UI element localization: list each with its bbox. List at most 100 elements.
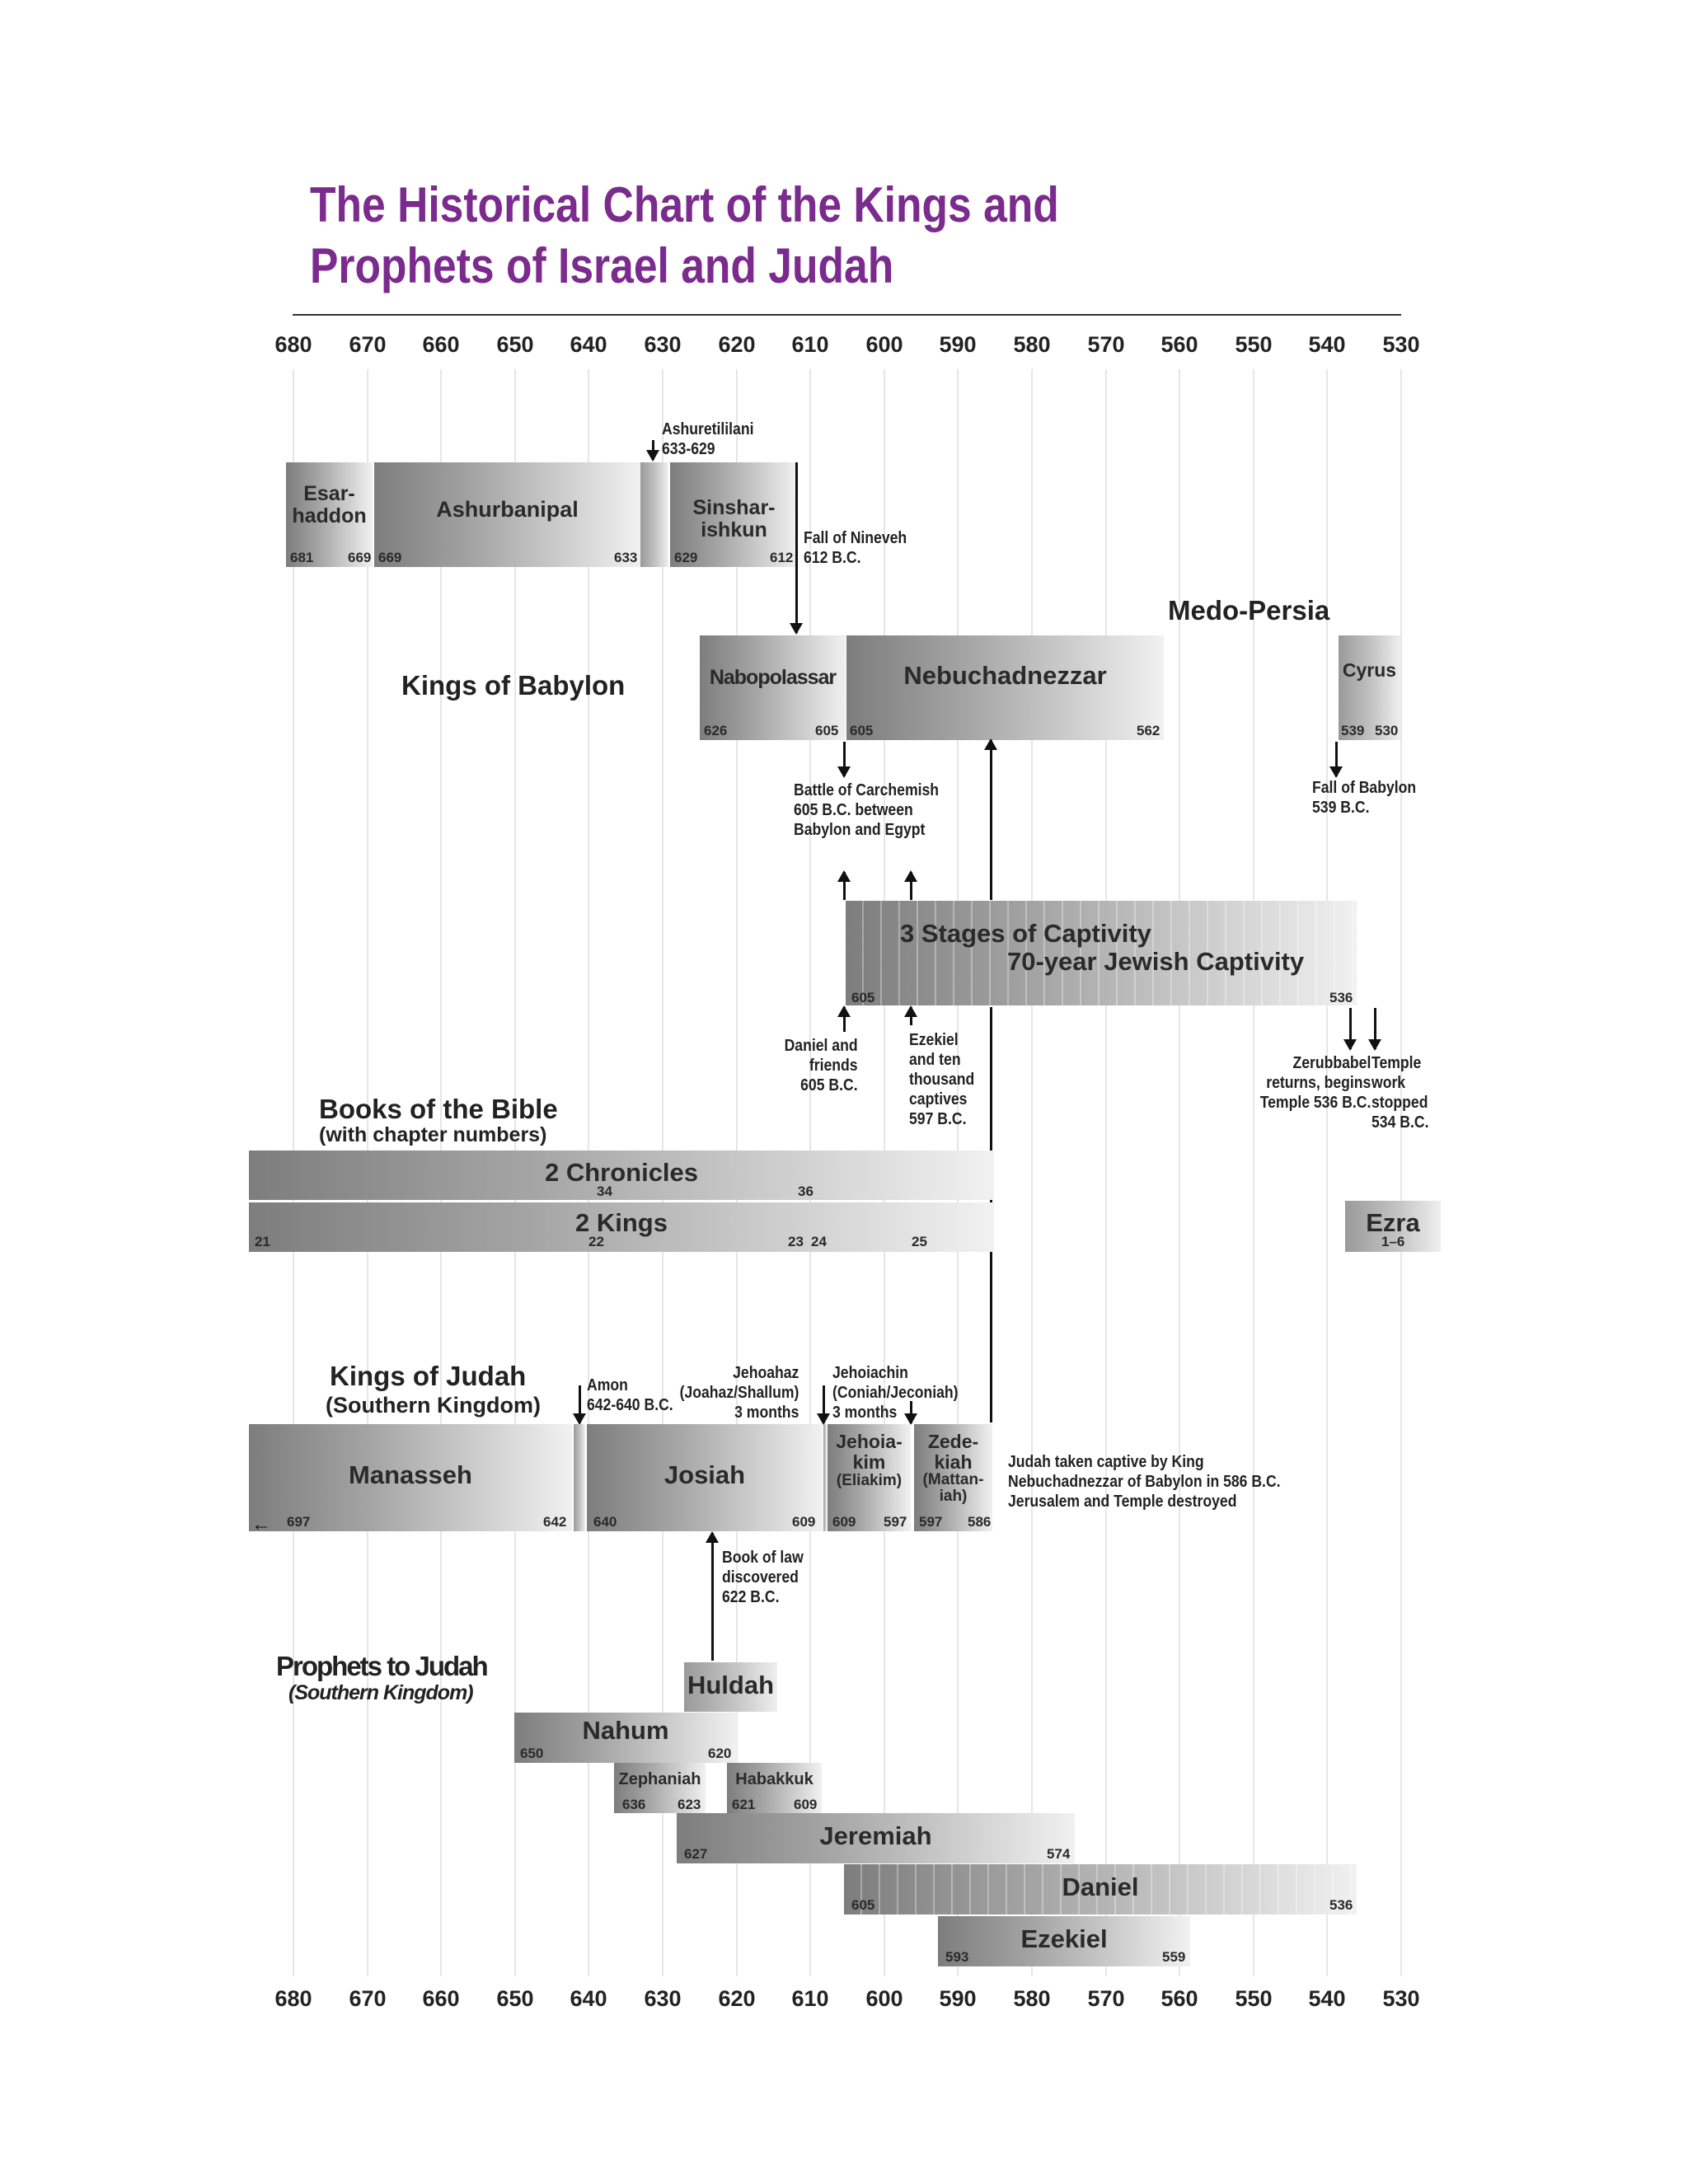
axis-tick-top: 650 <box>496 332 534 357</box>
chapter-chronicles-36: 36 <box>798 1183 814 1199</box>
bar-zedekiah <box>914 1424 992 1531</box>
year-manasseh-end: 642 <box>543 1514 567 1530</box>
heading-kings-of-judah: Kings of Judah <box>330 1361 527 1391</box>
subheading-southern-kingdom: (Southern Kingdom) <box>326 1393 541 1418</box>
year-ezekiel-end: 559 <box>1162 1949 1186 1965</box>
axis-tick-bottom: 640 <box>570 1986 607 2011</box>
year-ashurbanipal-end: 633 <box>614 550 638 565</box>
note-daniel-friends: Daniel and friends 605 B.C. <box>784 1037 858 1094</box>
year-sinsharishkun-start: 629 <box>674 550 698 565</box>
year-jehoiakim-end: 597 <box>884 1514 907 1530</box>
axis-tick-bottom: 540 <box>1308 1986 1346 2011</box>
note-book-of-law: Book of law discovered 622 B.C. <box>722 1549 804 1606</box>
bar-ashuretililani <box>640 462 668 567</box>
label-mattaniah: (Mattan- iah) <box>922 1471 984 1505</box>
note-jehoahaz: Jehoahaz (Joahaz/Shallum) 3 months <box>679 1364 799 1422</box>
bar-huldah <box>684 1662 777 1712</box>
label-ezekiel: Ezekiel <box>1020 1924 1108 1953</box>
heading-prophets-to-judah: Prophets to Judah <box>276 1651 489 1681</box>
year-captivity-start: 605 <box>851 990 875 1005</box>
gridline <box>1179 369 1180 1976</box>
bar-nahum <box>514 1713 737 1763</box>
axis-tick-top: 570 <box>1087 332 1125 357</box>
gridline <box>1326 369 1328 1976</box>
chapter-kings-22: 22 <box>588 1234 604 1249</box>
label-ezra: Ezra <box>1366 1208 1420 1237</box>
note-amon: Amon 642-640 B.C. <box>587 1376 673 1414</box>
year-habakkuk-end: 609 <box>794 1797 818 1812</box>
axis-tick-bottom: 680 <box>274 1986 312 2011</box>
axis-tick-bottom: 550 <box>1235 1986 1273 2011</box>
year-nebuchadnezzar-start: 605 <box>850 723 874 738</box>
label-jehoiakim: Jehoia- kim <box>836 1431 903 1473</box>
bar-nabopolassar <box>700 635 846 740</box>
arrow-zerubbabel <box>1343 1008 1357 1051</box>
axis-tick-top: 580 <box>1013 332 1051 357</box>
label-huldah: Huldah <box>687 1671 775 1699</box>
year-habakkuk-start: 621 <box>732 1797 756 1812</box>
axis-tick-bottom: 570 <box>1087 1986 1125 2011</box>
bar-ashurbanipal <box>374 462 640 567</box>
label-manasseh: Manasseh <box>349 1460 472 1489</box>
axis-tick-top: 610 <box>791 332 829 357</box>
bar-jeremiah <box>677 1813 1075 1863</box>
year-josiah-start: 640 <box>593 1514 617 1530</box>
bar-ezekiel <box>938 1916 1190 1966</box>
chapter-chronicles-34: 34 <box>597 1183 612 1199</box>
axis-tick-top: 550 <box>1235 332 1273 357</box>
note-fall-of-nineveh: Fall of Nineveh 612 B.C. <box>804 529 907 567</box>
bar-cyrus <box>1339 635 1400 740</box>
axis-tick-bottom: 580 <box>1013 1986 1051 2011</box>
year-zephaniah-end: 623 <box>678 1797 701 1812</box>
year-esarhaddon-end: 669 <box>348 550 372 565</box>
arrow-ashuretililani <box>646 440 659 462</box>
year-daniel-end: 536 <box>1329 1897 1353 1913</box>
label-nahum: Nahum <box>582 1716 669 1745</box>
year-zedekiah-end: 586 <box>968 1514 992 1530</box>
arrow-book-of-law <box>706 1531 719 1661</box>
axis-tick-bottom: 600 <box>865 1986 903 2011</box>
arrow-stage3-up <box>984 738 997 900</box>
note-zerubbabel: Zerubbabel returns, begins Temple 536 B.… <box>1259 1054 1372 1112</box>
bar-manasseh <box>249 1424 572 1531</box>
arrow-fall-of-nineveh <box>790 462 803 635</box>
axis-tick-bottom: 620 <box>718 1986 756 2011</box>
bar-esarhaddon <box>286 462 373 567</box>
label-2-chronicles: 2 Chronicles <box>544 1158 699 1187</box>
bar-2-chronicles <box>249 1151 994 1200</box>
year-zephaniah-start: 636 <box>622 1797 646 1812</box>
axis-tick-top: 620 <box>718 332 756 357</box>
bar-captivity <box>846 901 1357 1005</box>
arrow-left-icon: ← <box>251 1513 271 1535</box>
label-ashurbanipal: Ashurbanipal <box>436 497 579 522</box>
note-jehoiachin: Jehoiachin (Coniah/Jeconiah) 3 months <box>832 1364 959 1422</box>
arrow-jehoahaz <box>817 1385 830 1425</box>
note-judah-taken-captive: Judah taken captive by King Nebuchadnezz… <box>1008 1453 1281 1511</box>
label-nebuchadnezzar: Nebuchadnezzar <box>903 661 1107 690</box>
arrow-temple-stopped <box>1368 1008 1381 1051</box>
year-cyrus-end: 530 <box>1375 723 1399 738</box>
label-2-kings: 2 Kings <box>575 1208 668 1237</box>
bar-zephaniah <box>614 1763 706 1813</box>
chapter-kings-25: 25 <box>912 1234 927 1249</box>
axis-tick-bottom: 670 <box>349 1986 387 2011</box>
year-zedekiah-start: 597 <box>919 1514 943 1530</box>
label-esarhaddon: Esar- haddon <box>292 482 367 527</box>
heading-medo-persia: Medo-Persia <box>1168 595 1330 626</box>
axis-tick-bottom: 590 <box>939 1986 977 2011</box>
label-habakkuk: Habakkuk <box>735 1770 814 1788</box>
axis-tick-top: 640 <box>570 332 607 357</box>
axis-tick-top: 540 <box>1308 332 1346 357</box>
arrow-daniel-captivity <box>837 1005 851 1032</box>
year-ashurbanipal-start: 669 <box>378 550 402 565</box>
arrow-fall-of-babylon <box>1329 742 1343 778</box>
axis-tick-top: 530 <box>1382 332 1420 357</box>
gridline <box>1253 369 1254 1976</box>
label-nabopolassar: Nabopolassar <box>709 666 837 689</box>
arrow-stage2-up <box>904 870 917 900</box>
arrow-carchemish <box>837 742 851 778</box>
axis-tick-top: 680 <box>274 332 312 357</box>
bar-josiah <box>587 1424 823 1531</box>
year-cyrus-start: 539 <box>1341 723 1365 738</box>
